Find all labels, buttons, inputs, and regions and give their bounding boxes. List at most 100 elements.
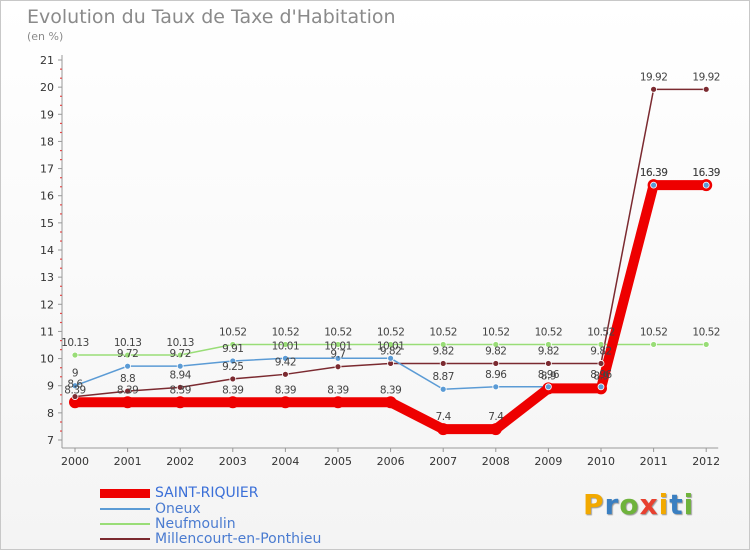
data-point [176, 362, 184, 370]
legend-label-millencourt: Millencourt-en-Ponthieu [155, 531, 322, 547]
y-minor-tick [60, 321, 62, 324]
data-label: 16.39 [640, 167, 668, 179]
data-point [650, 181, 657, 189]
y-tick-label: 17 [40, 163, 54, 176]
data-label: 10.13 [61, 337, 89, 349]
data-point [124, 387, 131, 395]
data-label: 19.92 [640, 71, 668, 83]
data-point [124, 362, 131, 370]
chart-subtitle: (en %) [27, 30, 64, 43]
y-tick-label: 7 [47, 434, 54, 447]
chart-series [69, 85, 713, 436]
y-minor-tick [60, 240, 62, 242]
y-minor-tick [60, 231, 62, 233]
data-label: 10.01 [324, 340, 352, 352]
data-point-saint-riquier [437, 423, 450, 436]
data-point [229, 375, 237, 383]
x-tick-label: 2002 [166, 455, 194, 468]
legend-label-saint-riquier: SAINT-RIQUIER [155, 485, 259, 501]
data-point-saint-riquier [121, 396, 134, 409]
data-point [334, 354, 342, 362]
data-point [334, 363, 342, 371]
data-point-saint-riquier [489, 423, 502, 436]
data-label: 10.52 [692, 326, 720, 338]
logo-letter: i [683, 488, 695, 521]
data-point [71, 351, 79, 359]
data-point [439, 341, 447, 348]
data-point [597, 341, 605, 348]
y-minor-tick [60, 213, 62, 215]
chart-data-labels: 10.13 10.13 10.13 10.52 10.52 10.52 10.52 10.52… [61, 71, 720, 423]
y-minor-tick [60, 285, 62, 287]
logo-letter: r [604, 488, 620, 521]
chart-title: Evolution du Taux de Taxe d'Habitation [27, 6, 396, 28]
y-minor-tick [60, 294, 62, 296]
y-minor-tick [60, 186, 62, 188]
x-tick-label: 2007 [429, 455, 457, 468]
x-tick-label: 2006 [377, 455, 405, 468]
y-minor-tick [60, 339, 62, 342]
data-label: 8.96 [538, 369, 560, 381]
data-label: 9.42 [275, 356, 296, 368]
y-tick-label: 16 [40, 190, 54, 203]
data-label: 9.82 [590, 345, 611, 357]
data-point-saint-riquier [174, 396, 187, 409]
legend-label-neufmoulin: Neufmoulin [155, 516, 236, 532]
data-label: 10.52 [535, 326, 563, 338]
data-label: 9.82 [538, 345, 559, 357]
data-point [229, 341, 237, 348]
x-tick-label: 2010 [587, 455, 615, 468]
y-tick-label: 11 [40, 325, 54, 338]
data-label: 16.39 [640, 167, 668, 179]
data-point [439, 385, 447, 393]
y-minor-tick [60, 367, 62, 369]
y-tick-label: 20 [40, 81, 54, 94]
data-label: 9.82 [485, 345, 506, 357]
data-point [597, 383, 605, 391]
x-tick-label: 2003 [219, 455, 247, 468]
data-point [387, 341, 395, 348]
y-tick-label: 9 [47, 380, 54, 393]
x-tick-label: 2001 [114, 455, 142, 468]
data-point-saint-riquier [69, 396, 81, 409]
y-minor-tick [60, 394, 62, 396]
y-tick-label: 19 [40, 108, 54, 121]
data-label: 8.39 [170, 384, 191, 396]
data-label: 8.96 [485, 369, 507, 381]
chart-axes: 7 8 9 10 11 12 13 14 15 16 17 18 19 20 21 2000 2001 2002 2… [40, 54, 720, 468]
data-point [702, 85, 710, 93]
data-label: 8.39 [275, 384, 296, 396]
x-tick-label: 2004 [271, 455, 299, 468]
proxiti-logo: Proxiti [583, 488, 694, 521]
data-label: 10.52 [640, 326, 668, 338]
data-label: 8.39 [222, 384, 243, 396]
data-label: 9.82 [433, 345, 454, 357]
y-minor-tick [60, 68, 62, 70]
legend-swatch-neufmoulin [100, 523, 150, 525]
data-label: 19.92 [692, 71, 720, 83]
y-tick-label: 18 [40, 135, 54, 148]
y-minor-tick [60, 177, 62, 179]
data-label: 8.39 [64, 384, 85, 396]
data-point [492, 341, 500, 348]
data-label: 10.52 [377, 326, 405, 338]
y-minor-tick [60, 349, 62, 351]
data-label: 9.91 [222, 343, 243, 355]
data-label: 8.96 [590, 369, 612, 381]
logo-letter: x [639, 488, 659, 521]
data-point [334, 341, 342, 348]
logo-letter: P [583, 488, 605, 521]
data-point [439, 360, 447, 367]
data-label: 8.39 [327, 384, 348, 396]
data-point [702, 181, 710, 189]
y-tick-label: 12 [40, 298, 54, 311]
data-label: 10.52 [272, 326, 300, 338]
x-tick-label: 2000 [61, 455, 89, 468]
data-point [229, 357, 237, 365]
data-label: 10.01 [272, 340, 300, 352]
data-point-saint-riquier [332, 396, 344, 409]
y-minor-tick [60, 204, 62, 206]
legend-label-oneux: Oneux [155, 501, 201, 517]
data-label: 10.52 [324, 326, 352, 338]
